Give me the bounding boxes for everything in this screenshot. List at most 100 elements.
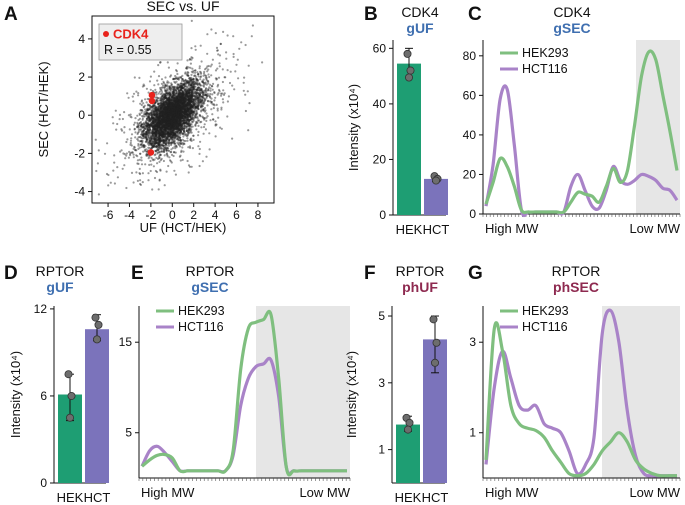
scatter-point <box>166 104 169 107</box>
scatter-point <box>168 98 171 101</box>
scatter-point <box>181 128 184 131</box>
scatter-point <box>174 123 177 126</box>
scatter-point <box>182 129 185 133</box>
scatter-point <box>192 82 195 85</box>
scatter-point <box>157 108 160 112</box>
scatter-point <box>183 98 186 101</box>
scatter-point <box>157 115 160 118</box>
scatter-point <box>140 128 143 131</box>
scatter-point <box>206 80 209 83</box>
scatter-point <box>152 136 155 139</box>
scatter-point <box>185 92 188 95</box>
scatter-point <box>197 145 200 148</box>
scatter-point <box>184 109 187 112</box>
scatter-point <box>152 138 155 141</box>
scatter-point <box>162 150 166 153</box>
scatter-point <box>97 149 100 152</box>
scatter-point <box>174 105 177 108</box>
scatter-point <box>175 123 178 126</box>
scatter-point <box>204 109 207 112</box>
scatter-point <box>113 161 116 164</box>
scatter-point <box>141 117 144 120</box>
scatter-point <box>166 117 170 120</box>
scatter-point <box>157 129 160 132</box>
scatter-point <box>176 104 179 107</box>
scatter-point <box>190 110 193 113</box>
scatter-point <box>162 120 166 123</box>
scatter-point <box>215 46 219 50</box>
scatter-point <box>150 112 153 115</box>
scatter-point <box>174 121 177 124</box>
scatter-point <box>178 100 181 103</box>
scatter-point <box>169 111 172 114</box>
scatter-point <box>157 138 160 141</box>
scatter-point <box>138 122 141 125</box>
scatter-point <box>165 93 168 96</box>
scatter-point <box>114 109 117 112</box>
scatter-point <box>190 58 193 61</box>
scatter-point <box>191 125 194 128</box>
scatter-point <box>189 104 192 107</box>
scatter-point <box>181 114 184 117</box>
scatter-point <box>164 115 167 118</box>
scatter-point <box>170 106 173 109</box>
scatter-point <box>164 107 167 110</box>
scatter-point <box>198 93 201 96</box>
scatter-point <box>179 111 182 115</box>
panel-a-header: A SEC vs. UF <box>4 0 220 25</box>
scatter-point <box>223 92 226 95</box>
scatter-point <box>201 101 205 104</box>
scatter-point <box>190 112 193 115</box>
scatter-point <box>168 86 171 89</box>
scatter-point <box>183 115 186 118</box>
scatter-point <box>183 131 186 134</box>
scatter-point <box>157 106 160 109</box>
scatter-point <box>191 105 194 108</box>
scatter-point <box>177 97 180 100</box>
scatter-point <box>152 117 156 120</box>
scatter-point <box>147 127 150 130</box>
scatter-point <box>167 116 170 119</box>
scatter-point <box>156 146 159 150</box>
scatter-point <box>184 90 187 93</box>
scatter-point <box>187 97 190 100</box>
scatter-point <box>190 125 193 129</box>
scatter-point <box>171 122 174 125</box>
scatter-point <box>164 101 167 105</box>
scatter-point <box>180 116 183 119</box>
scatter-point <box>179 99 182 102</box>
scatter-point <box>198 89 201 92</box>
scatter-point <box>167 121 171 124</box>
scatter-point <box>177 110 181 113</box>
scatter-point <box>170 142 173 145</box>
scatter-point <box>167 133 170 136</box>
panel-d-title: RPTOR <box>36 263 85 279</box>
panel-b-title: CDK4 <box>401 4 439 20</box>
scatter-point <box>159 119 162 122</box>
scatter-point <box>154 149 157 153</box>
scatter-point <box>183 133 186 136</box>
scatter-point <box>221 80 224 84</box>
scatter-point <box>184 82 187 85</box>
scatter-point <box>167 133 170 136</box>
scatter-point <box>190 110 193 113</box>
scatter-point <box>156 117 159 120</box>
scatter-point <box>206 52 209 55</box>
scatter-point <box>188 99 191 102</box>
scatter-point <box>159 123 162 126</box>
scatter-point <box>169 107 172 110</box>
scatter-point <box>170 141 173 144</box>
scatter-point <box>189 100 192 103</box>
scatter-point <box>181 114 184 118</box>
scatter-point <box>148 128 152 132</box>
scatter-point <box>167 121 170 124</box>
scatter-point <box>237 77 240 80</box>
scatter-point <box>248 102 251 105</box>
scatter-point <box>183 103 186 106</box>
scatter-point <box>179 112 182 115</box>
scatter-point <box>163 117 166 120</box>
scatter-point <box>182 87 185 90</box>
scatter-point <box>129 139 133 142</box>
scatter-point <box>137 162 140 165</box>
